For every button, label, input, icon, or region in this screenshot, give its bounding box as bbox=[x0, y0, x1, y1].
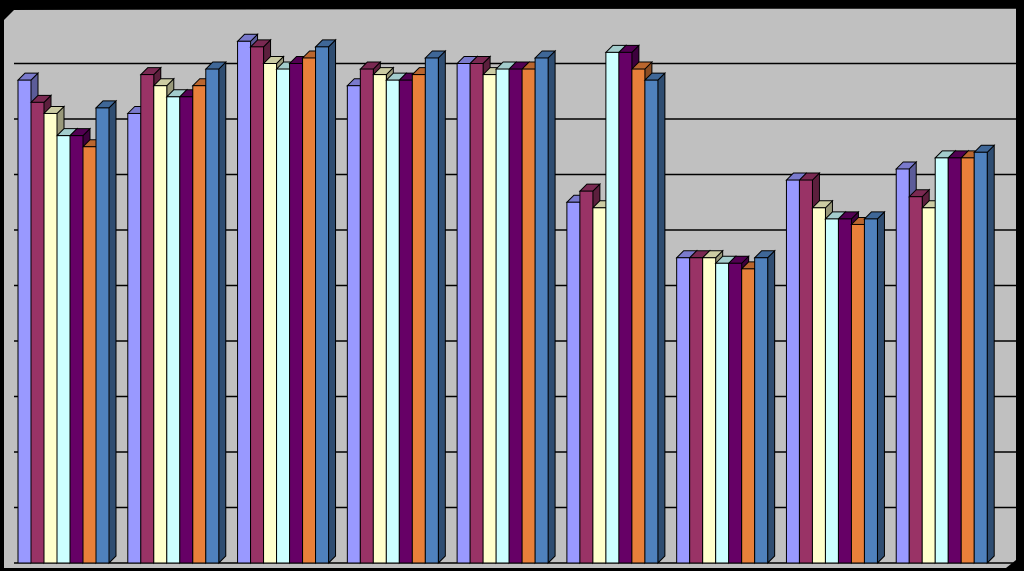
bar-front bbox=[166, 96, 181, 564]
bar-side bbox=[437, 49, 446, 565]
bar-side bbox=[986, 144, 995, 565]
bar-front bbox=[43, 112, 58, 564]
bar-front bbox=[205, 68, 220, 564]
bar bbox=[533, 49, 557, 565]
bar bbox=[94, 99, 118, 565]
bar-front bbox=[837, 218, 852, 564]
bar-front bbox=[754, 257, 769, 564]
bar-front bbox=[631, 68, 646, 564]
bar-front bbox=[824, 218, 839, 564]
bar-front bbox=[237, 40, 252, 564]
bar-front bbox=[676, 257, 691, 564]
bar-front bbox=[689, 257, 704, 564]
bar-front bbox=[618, 51, 633, 564]
bar-front bbox=[947, 157, 962, 564]
bar-front bbox=[263, 63, 278, 564]
bar-front bbox=[192, 85, 207, 564]
bar-front bbox=[127, 112, 142, 564]
bar-front bbox=[534, 57, 549, 564]
bar-front bbox=[153, 85, 168, 564]
bar-front bbox=[398, 79, 413, 564]
bar-front bbox=[508, 68, 523, 564]
bar-front bbox=[30, 101, 45, 564]
bar-front bbox=[179, 96, 194, 564]
bar-front bbox=[411, 74, 426, 564]
bar bbox=[643, 71, 667, 565]
bar-front bbox=[276, 68, 291, 564]
bar-front bbox=[934, 157, 949, 564]
bar-front bbox=[798, 179, 813, 564]
bar-side bbox=[767, 249, 776, 565]
bar-front bbox=[863, 218, 878, 564]
bar-front bbox=[250, 46, 265, 564]
bar-side bbox=[876, 210, 885, 565]
bar-front bbox=[644, 79, 659, 564]
bar-front bbox=[592, 207, 607, 564]
bar-front bbox=[456, 63, 471, 564]
bar-front bbox=[728, 262, 743, 564]
bar-front bbox=[921, 207, 936, 564]
bar-front bbox=[495, 68, 510, 564]
bar-front bbox=[741, 268, 756, 564]
bar-front bbox=[56, 135, 71, 564]
bar-front bbox=[424, 57, 439, 564]
bar-front bbox=[302, 57, 317, 564]
bar-front bbox=[521, 68, 536, 564]
bar-front bbox=[17, 79, 32, 564]
bar-side bbox=[657, 71, 666, 565]
bar-front bbox=[82, 146, 97, 564]
bar-front bbox=[960, 157, 975, 564]
bar-front bbox=[811, 207, 826, 564]
bars bbox=[16, 33, 996, 565]
bar-front bbox=[908, 196, 923, 564]
bar-side bbox=[218, 60, 227, 565]
bar-front bbox=[482, 74, 497, 564]
bar-front bbox=[359, 68, 374, 564]
bar-front bbox=[372, 74, 387, 564]
bar-front bbox=[140, 74, 155, 564]
bar-front bbox=[469, 63, 484, 564]
bar-front bbox=[69, 135, 84, 564]
bar bbox=[973, 144, 996, 565]
bar-front bbox=[385, 79, 400, 564]
bar bbox=[863, 210, 886, 565]
bar-side bbox=[108, 99, 117, 565]
bar-front bbox=[289, 63, 304, 564]
bar-front bbox=[715, 262, 730, 564]
bar-side bbox=[547, 49, 556, 565]
bar-front bbox=[95, 107, 110, 564]
bar-front bbox=[785, 179, 800, 564]
bar bbox=[424, 49, 447, 565]
bar-front bbox=[850, 223, 865, 564]
bar-front bbox=[973, 151, 988, 564]
bar bbox=[314, 38, 337, 565]
bar-side bbox=[328, 38, 337, 565]
bar-front bbox=[579, 190, 594, 564]
bar-front bbox=[895, 168, 910, 564]
bar bbox=[204, 60, 227, 565]
bar-front bbox=[566, 201, 581, 564]
bar-front bbox=[346, 85, 361, 564]
bar bbox=[753, 249, 776, 565]
bar-front bbox=[315, 46, 330, 564]
bar-front bbox=[605, 51, 620, 564]
bar-front bbox=[702, 257, 717, 564]
